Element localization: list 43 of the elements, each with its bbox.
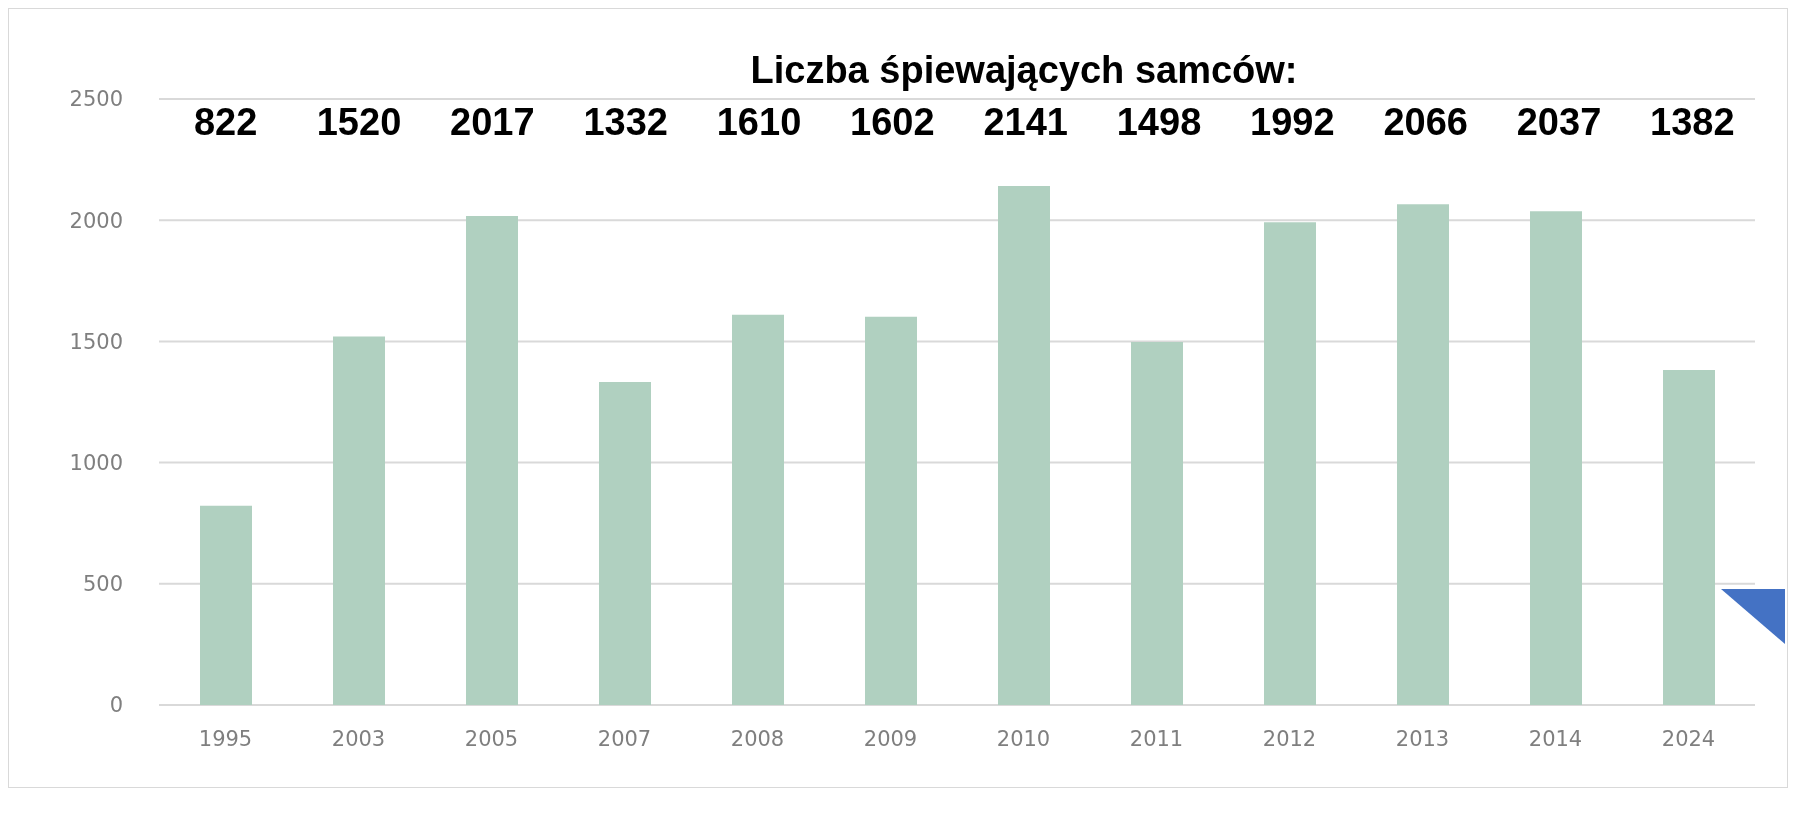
x-tick-label: 1995 [198, 726, 253, 751]
annotation: 2141 [983, 101, 1068, 144]
bar [998, 186, 1050, 705]
bar [1530, 211, 1582, 705]
annotation: 1332 [583, 101, 668, 144]
annotation: 2017 [450, 101, 535, 144]
chart-title: Liczba śpiewających samców: [750, 49, 1298, 91]
bar [466, 216, 518, 705]
bar [1663, 370, 1715, 705]
y-tick-label: 0 [109, 693, 123, 718]
bar [1397, 204, 1449, 705]
x-tick-label: 2014 [1528, 726, 1583, 751]
bar [1264, 222, 1316, 705]
x-tick-label: 2012 [1262, 726, 1317, 751]
annotation: 1498 [1116, 101, 1202, 144]
bar [865, 316, 917, 705]
annotation: 1992 [1250, 101, 1335, 144]
x-tick-label: 2009 [863, 726, 918, 751]
x-tick-label: 2003 [331, 726, 386, 751]
y-tick-label: 2500 [69, 87, 123, 112]
annotation: 1382 [1650, 101, 1735, 144]
x-tick-label: 2011 [1129, 726, 1184, 751]
y-tick-label: 1000 [69, 451, 123, 476]
bar [200, 505, 252, 705]
bar [333, 336, 385, 705]
bar [1131, 341, 1183, 705]
x-tick-label: 2007 [597, 726, 652, 751]
annotation: 2066 [1383, 101, 1468, 144]
annotation: 822 [193, 101, 258, 144]
x-tick-label: 2024 [1661, 726, 1716, 751]
annotation: 1610 [716, 101, 802, 144]
x-tick-label: 2008 [730, 726, 785, 751]
x-tick-label: 2013 [1395, 726, 1450, 751]
y-tick-label: 2000 [69, 208, 123, 233]
annotation: 2037 [1516, 101, 1602, 144]
annotation: 1520 [316, 101, 402, 144]
annotation: 1602 [850, 101, 935, 144]
y-tick-label: 1500 [69, 329, 123, 354]
x-tick-label: 2005 [464, 726, 519, 751]
x-tick-label: 2010 [996, 726, 1051, 751]
bar [732, 314, 784, 705]
bar [599, 382, 651, 705]
y-tick-label: 500 [82, 572, 123, 597]
